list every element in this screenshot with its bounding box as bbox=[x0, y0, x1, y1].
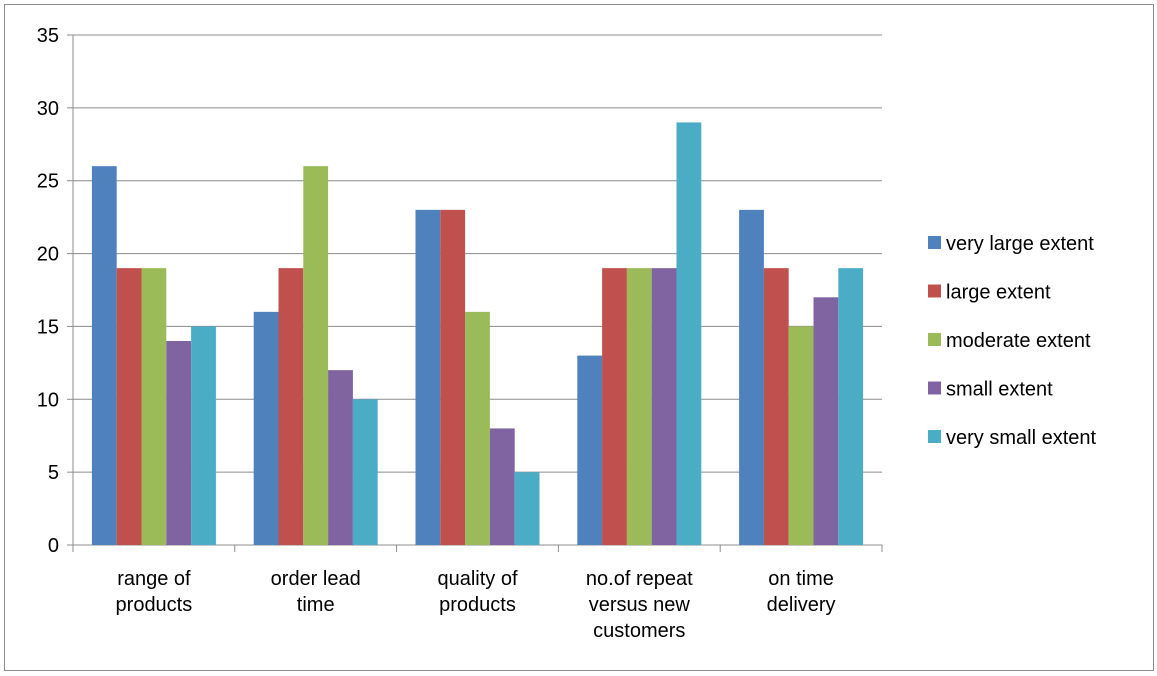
bar-very-large-extent-0 bbox=[91, 166, 117, 545]
y-tick-label: 25 bbox=[37, 171, 59, 193]
chart-frame: 0 5 10 15 20 25 30 35 range of products order lead… bbox=[4, 4, 1154, 671]
x-category-label: products bbox=[439, 594, 516, 616]
x-category-label: range of bbox=[117, 568, 191, 590]
x-category-label: versus new bbox=[589, 594, 691, 616]
legend-label: moderate extent bbox=[946, 330, 1091, 352]
bar-very-large-extent-3 bbox=[577, 355, 603, 545]
bar-very-small-extent-0 bbox=[191, 326, 216, 545]
bar-small-extent-4 bbox=[813, 297, 839, 545]
x-category-label: time bbox=[297, 594, 335, 616]
bar-large-extent-1 bbox=[278, 268, 304, 545]
legend-label: large extent bbox=[946, 282, 1051, 304]
bar-moderate-extent-2 bbox=[465, 311, 490, 545]
bar-moderate-extent-3 bbox=[626, 268, 652, 545]
bar-large-extent-2 bbox=[440, 209, 466, 545]
legend-label: small extent bbox=[946, 379, 1053, 401]
legend-swatch bbox=[928, 430, 941, 443]
bar-very-small-extent-3 bbox=[676, 122, 702, 545]
bar-chart: 0 5 10 15 20 25 30 35 range of products order lead… bbox=[37, 25, 1097, 642]
bar-very-small-extent-4 bbox=[838, 268, 864, 545]
legend-swatch bbox=[928, 381, 941, 395]
y-tick-label: 30 bbox=[37, 98, 59, 120]
bar-very-small-extent-1 bbox=[352, 399, 378, 545]
bar-moderate-extent-1 bbox=[303, 166, 329, 545]
y-tick-label: 15 bbox=[37, 316, 59, 338]
legend-label: very large extent bbox=[946, 233, 1094, 255]
bar-large-extent-0 bbox=[116, 268, 142, 545]
x-category-label: customers bbox=[593, 620, 685, 642]
bar-small-extent-1 bbox=[328, 370, 353, 545]
y-tick-label: 20 bbox=[37, 244, 59, 266]
bar-moderate-extent-0 bbox=[141, 268, 167, 545]
legend-swatch bbox=[928, 236, 941, 249]
bar-large-extent-4 bbox=[763, 268, 789, 545]
legend-label: very small extent bbox=[946, 427, 1096, 449]
bar-small-extent-3 bbox=[651, 268, 677, 545]
x-category-label: delivery bbox=[767, 594, 836, 616]
x-category-label: products bbox=[116, 594, 193, 616]
bar-moderate-extent-4 bbox=[788, 326, 814, 545]
x-category-label: no.of repeat bbox=[586, 568, 693, 590]
x-category-label: on time bbox=[768, 568, 834, 590]
bar-very-large-extent-2 bbox=[415, 209, 441, 545]
bar-very-small-extent-2 bbox=[514, 472, 540, 545]
bar-very-large-extent-4 bbox=[739, 209, 764, 545]
y-tick-label: 5 bbox=[48, 462, 59, 484]
y-tick-label: 35 bbox=[37, 25, 59, 47]
y-tick-label: 0 bbox=[48, 535, 59, 557]
bar-very-large-extent-1 bbox=[253, 311, 279, 545]
bar-large-extent-3 bbox=[602, 268, 627, 545]
x-category-label: order lead bbox=[271, 568, 361, 590]
bar-small-extent-0 bbox=[166, 341, 192, 545]
y-tick-label: 10 bbox=[37, 389, 59, 411]
bar-small-extent-2 bbox=[489, 428, 515, 545]
x-category-label: quality of bbox=[437, 568, 517, 590]
legend-swatch bbox=[928, 333, 941, 346]
legend-swatch bbox=[928, 284, 941, 298]
